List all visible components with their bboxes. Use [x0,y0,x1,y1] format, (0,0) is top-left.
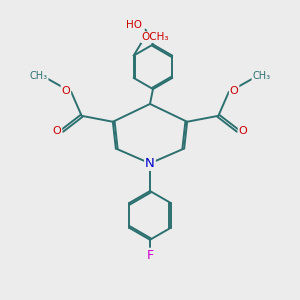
Text: F: F [146,249,154,262]
Text: O: O [52,126,61,136]
Text: CH₃: CH₃ [252,71,271,81]
Text: CH₃: CH₃ [29,71,48,81]
Text: OCH₃: OCH₃ [141,32,169,42]
Text: N: N [145,157,155,170]
Text: O: O [239,126,248,136]
Text: O: O [230,85,239,96]
Text: O: O [61,85,70,96]
Text: HO: HO [126,20,142,30]
